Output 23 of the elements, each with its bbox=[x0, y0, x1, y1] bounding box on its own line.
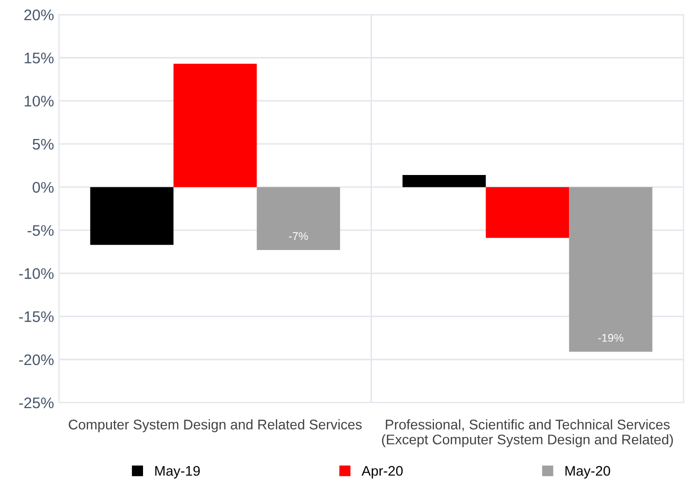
y-tick-label: -5% bbox=[28, 225, 54, 236]
y-tick-label: 5% bbox=[32, 138, 54, 150]
x-tick-label: Computer System Design and Related Services bbox=[68, 419, 362, 432]
y-tick-label: 15% bbox=[24, 52, 54, 64]
y-tick-label: -20% bbox=[19, 354, 54, 366]
bar bbox=[174, 64, 257, 188]
y-tick-label: -25% bbox=[19, 397, 54, 408]
bar bbox=[256, 187, 340, 250]
y-tick-label: 10% bbox=[24, 96, 54, 107]
data-label: -7% bbox=[289, 232, 308, 240]
y-tick-label: -15% bbox=[19, 311, 54, 322]
bar bbox=[486, 187, 570, 238]
bar bbox=[569, 187, 652, 352]
y-tick-label: 20% bbox=[24, 10, 54, 20]
legend-label: Apr-20 bbox=[362, 466, 403, 479]
data-label: -19% bbox=[598, 334, 624, 342]
y-tick-label: 0% bbox=[32, 182, 54, 193]
legend-label: May-20 bbox=[565, 466, 610, 479]
y-tick-label: -10% bbox=[19, 268, 54, 279]
legend-label: May-19 bbox=[155, 466, 200, 479]
bar bbox=[90, 187, 174, 245]
bar bbox=[402, 174, 486, 188]
x-tick-label: Professional, Scientific and Technical Services (Except Computer System Design and Related) bbox=[382, 419, 673, 448]
